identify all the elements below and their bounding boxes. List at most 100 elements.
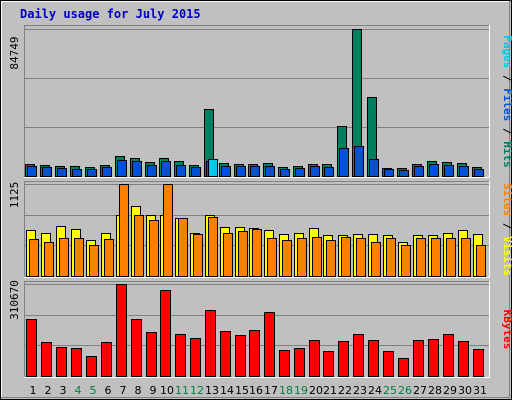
bar-kbytes-day-4	[71, 348, 82, 377]
bar-files-day-15	[236, 166, 246, 177]
x-tick-label-day-1: 1	[30, 384, 37, 397]
bar-sites-day-29	[446, 238, 456, 277]
bar-files-day-3	[57, 168, 67, 177]
chart-title: Daily usage for July 2015	[20, 7, 201, 21]
series-legend: Pages / Files / Hits	[501, 35, 512, 168]
bar-files-day-7	[117, 160, 127, 177]
bar-sites-day-8	[134, 215, 144, 277]
bar-files-day-30	[459, 166, 469, 177]
bar-files-day-10	[161, 161, 171, 177]
bar-sites-day-4	[74, 238, 84, 277]
bar-files-day-23	[354, 146, 364, 177]
x-tick-label-day-30: 30	[458, 384, 472, 397]
bar-files-day-28	[429, 164, 439, 177]
x-tick-label-day-6: 6	[105, 384, 112, 397]
bar-sites-day-14	[223, 233, 233, 277]
x-tick-label-day-25: 25	[383, 384, 397, 397]
legend-entry: KBytes	[501, 310, 512, 350]
bar-kbytes-day-20	[309, 340, 320, 377]
bar-sites-day-9	[149, 220, 159, 277]
panel-background	[24, 25, 490, 178]
bar-kbytes-day-5	[86, 356, 97, 377]
bar-kbytes-day-10	[160, 290, 171, 377]
bar-sites-day-22	[341, 237, 351, 277]
bar-sites-day-13	[208, 217, 218, 277]
bar-files-day-22	[339, 148, 349, 177]
bar-sites-day-31	[476, 245, 486, 277]
x-tick-label-day-7: 7	[120, 384, 127, 397]
bar-sites-day-6	[104, 239, 114, 277]
y-max-label: 310670	[8, 280, 21, 320]
bar-sites-day-21	[326, 240, 336, 277]
bar-files-day-4	[72, 169, 82, 177]
x-tick-label-day-31: 31	[473, 384, 487, 397]
x-tick-label-day-27: 27	[413, 384, 427, 397]
bar-sites-day-3	[59, 238, 69, 277]
x-tick-label-day-3: 3	[60, 384, 67, 397]
x-tick-label-day-4: 4	[75, 384, 82, 397]
bar-kbytes-day-9	[146, 332, 157, 377]
bar-sites-day-18	[282, 240, 292, 277]
x-tick-label-day-21: 21	[323, 384, 337, 397]
bar-files-day-14	[221, 166, 231, 177]
bar-kbytes-day-12	[190, 338, 201, 377]
bar-sites-day-19	[297, 238, 307, 277]
x-tick-label-day-5: 5	[90, 384, 97, 397]
bar-files-day-26	[399, 170, 409, 177]
bar-files-day-29	[444, 165, 454, 177]
bar-files-day-27	[414, 166, 424, 177]
x-tick-label-day-10: 10	[160, 384, 174, 397]
x-tick-label-day-22: 22	[338, 384, 352, 397]
x-tick-label-day-13: 13	[205, 384, 219, 397]
bar-files-day-25	[384, 169, 394, 177]
legend-entry: Hits	[501, 141, 512, 168]
x-tick-label-day-19: 19	[294, 384, 308, 397]
x-tick-label-day-20: 20	[309, 384, 323, 397]
bar-files-day-31	[474, 169, 484, 177]
bar-files-day-8	[132, 161, 142, 177]
bar-kbytes-day-19	[294, 348, 305, 377]
legend-entry: Files	[501, 88, 512, 121]
x-tick-label-day-9: 9	[150, 384, 157, 397]
x-tick-label-day-24: 24	[368, 384, 382, 397]
bar-files-day-21	[324, 167, 334, 177]
bar-files-day-1	[27, 166, 37, 177]
bar-sites-day-24	[371, 242, 381, 277]
bar-files-day-19	[295, 168, 305, 177]
x-tick-label-day-18: 18	[279, 384, 293, 397]
bar-sites-day-1	[29, 239, 39, 277]
bar-kbytes-day-6	[101, 342, 112, 377]
series-legend: Sites / Visits	[501, 183, 512, 276]
bar-pages-day-13	[208, 159, 218, 177]
bar-files-day-20	[310, 166, 320, 177]
x-tick-label-day-16: 16	[249, 384, 263, 397]
bar-sites-day-27	[416, 238, 426, 277]
bar-files-day-11	[176, 165, 186, 177]
bar-files-day-6	[102, 167, 112, 177]
bar-kbytes-day-14	[220, 331, 231, 377]
bar-sites-day-20	[312, 237, 322, 277]
x-tick-label-day-17: 17	[264, 384, 278, 397]
bar-sites-day-7	[119, 184, 129, 277]
bar-files-day-2	[42, 167, 52, 177]
x-tick-label-day-14: 14	[220, 384, 234, 397]
bar-files-day-16	[250, 166, 260, 177]
bar-kbytes-day-18	[279, 350, 290, 377]
bar-kbytes-day-21	[323, 351, 334, 377]
bar-kbytes-day-1	[26, 319, 37, 377]
bar-sites-day-16	[252, 229, 262, 277]
legend-entry: /	[501, 68, 512, 88]
bar-kbytes-day-30	[458, 341, 469, 377]
bar-sites-day-11	[178, 218, 188, 277]
bar-kbytes-day-31	[473, 349, 484, 377]
x-tick-label-day-12: 12	[190, 384, 204, 397]
bar-kbytes-day-11	[175, 334, 186, 377]
bar-files-day-17	[265, 166, 275, 177]
bar-files-day-24	[369, 159, 379, 177]
y-max-label: 84749	[8, 36, 21, 69]
bar-kbytes-day-15	[235, 335, 246, 377]
bar-kbytes-day-8	[131, 319, 142, 377]
legend-entry: Pages	[501, 35, 512, 68]
y-max-label: 1125	[8, 182, 21, 209]
legend-entry: Visits	[501, 236, 512, 276]
